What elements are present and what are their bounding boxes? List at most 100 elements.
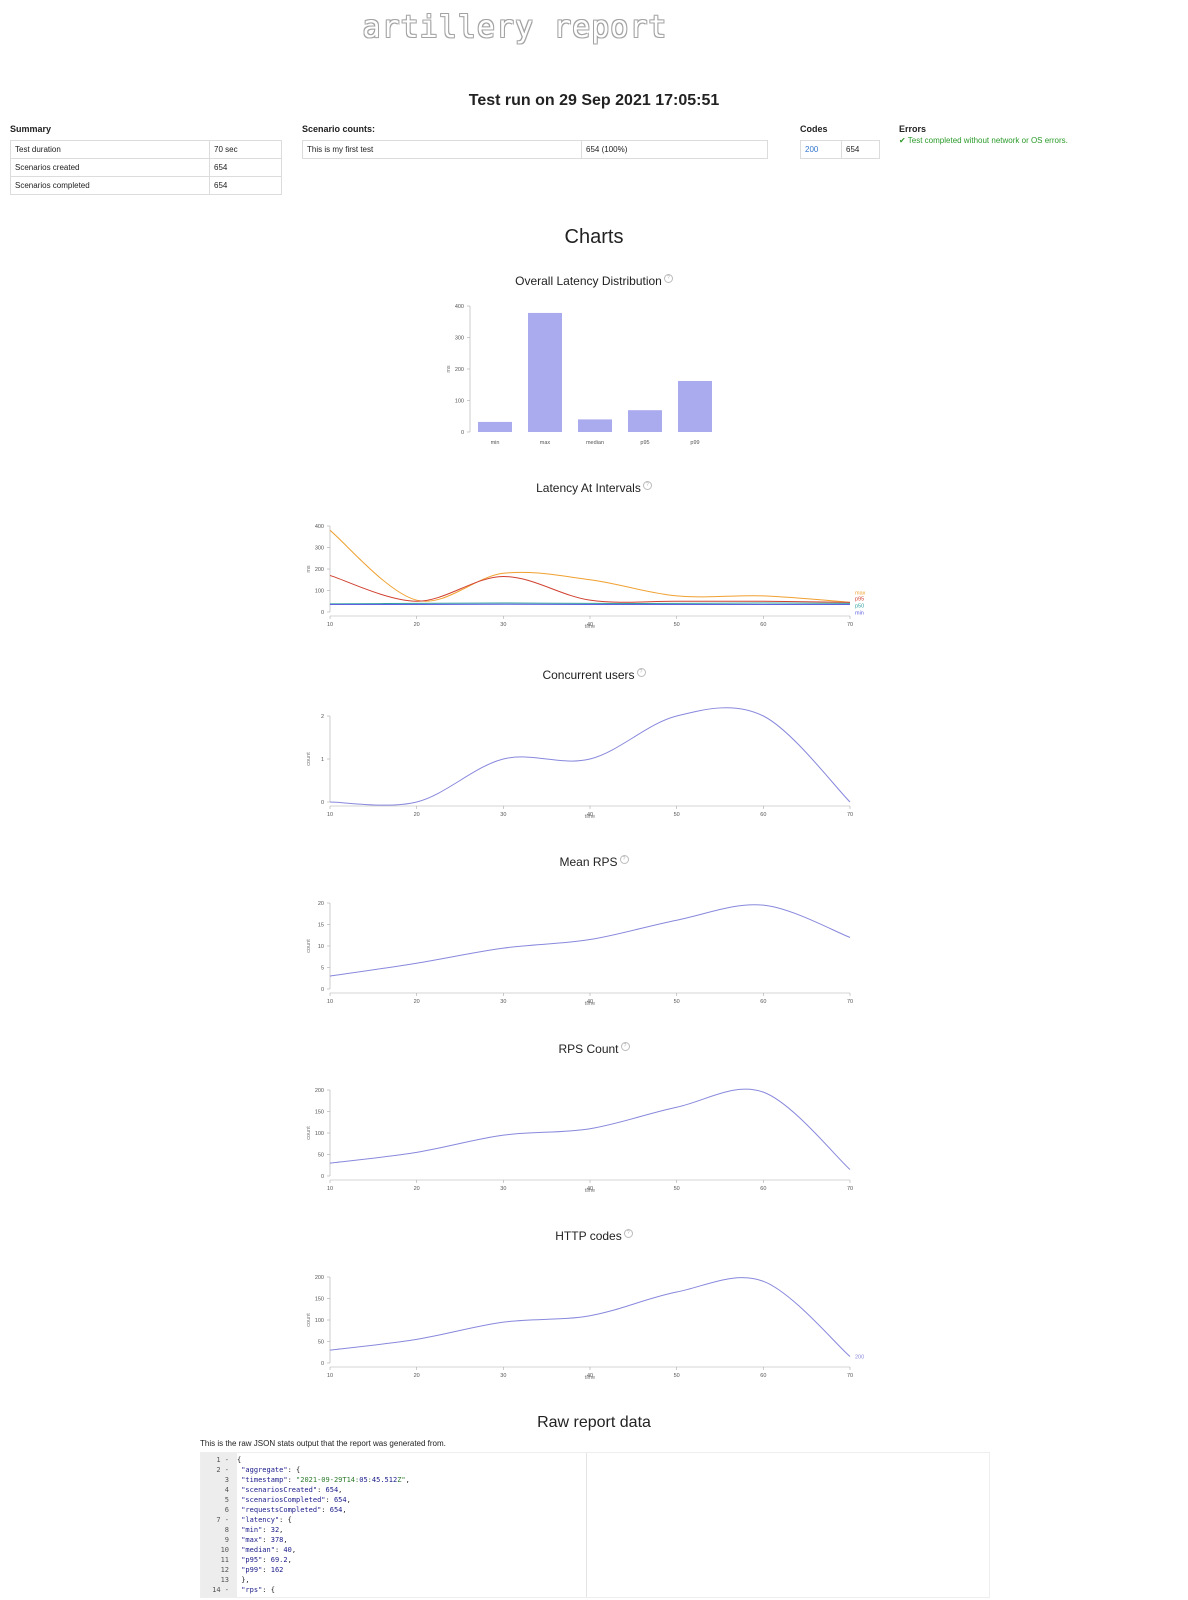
x-axis-label: time (585, 1001, 595, 1007)
line-number: 8 (224, 1526, 229, 1534)
code-line: 4 "scenariosCreated": 654, (201, 1485, 410, 1495)
x-tick-label: 20 (414, 1186, 420, 1192)
code-count: 654 (841, 140, 880, 159)
series-line (329, 904, 851, 977)
line-number: 7 - (216, 1516, 229, 1524)
summary-value: 70 sec (209, 140, 282, 159)
y-tick-label: 200 (315, 1088, 324, 1094)
codes-table: 200 654 (800, 140, 880, 159)
x-tick-label: 20 (414, 999, 420, 1005)
y-tick-label: 200 (315, 567, 324, 573)
x-axis-label: time (585, 814, 595, 820)
series-label: min (855, 610, 864, 616)
series-line (329, 602, 851, 605)
help-icon[interactable]: ? (619, 855, 629, 864)
errors-message: ✔ Test completed without network or OS e… (899, 136, 1068, 145)
y-tick-label: 400 (455, 304, 464, 310)
y-tick-label: 2 (321, 714, 324, 720)
mean-rps-chart: 0 5 10 15 20 count 10 20 30 40 50 60 70 time (306, 901, 853, 1007)
rps-count-chart: 0 50 100 150 200 count 10 20 30 40 50 60 70 time (306, 1088, 853, 1194)
line-number: 13 (220, 1576, 229, 1584)
http-codes-chart: 0 50 100 150 200 count 10 20 30 40 50 60 70 time 200 (306, 1275, 864, 1381)
editor-code[interactable]: 1 -{2 - "aggregate": {3 "timestamp": "20… (201, 1455, 410, 1595)
x-tick-label: 10 (327, 999, 333, 1005)
code-line: 14 - "rps": { (201, 1585, 410, 1595)
series-line (329, 574, 851, 603)
x-tick-label: max (540, 440, 551, 446)
code-200-link[interactable]: 200 (800, 140, 842, 159)
x-tick-label: 70 (847, 812, 853, 818)
code-line: 12 "p99": 162 (201, 1565, 410, 1575)
series-line (329, 529, 851, 603)
x-tick-label: min (491, 440, 500, 446)
help-icon[interactable]: ? (663, 274, 673, 283)
raw-data-heading: Raw report data (537, 1414, 651, 1431)
y-axis-label: count (306, 752, 312, 766)
y-tick-label: 10 (318, 944, 324, 950)
overall-latency-chart: 0 100 200 300 400 ms min max median p95 p99 (446, 304, 712, 446)
series-label: max (855, 590, 866, 596)
raw-data-subtitle: This is the raw JSON stats output that t… (200, 1439, 446, 1448)
x-tick-label: 50 (674, 1186, 680, 1192)
json-editor[interactable]: 1 -{2 - "aggregate": {3 "timestamp": "20… (200, 1452, 990, 1598)
help-icon[interactable]: ? (636, 668, 646, 677)
bar (628, 410, 662, 432)
chart-title-rps-count: RPS Count? (0, 1042, 1188, 1056)
x-tick-label: 60 (760, 999, 766, 1005)
bar (678, 380, 712, 432)
chart-title-overall: Overall Latency Distribution? (0, 274, 1188, 288)
x-tick-label: 50 (674, 622, 680, 628)
series-line (329, 1277, 851, 1357)
x-tick-label: 30 (500, 1186, 506, 1192)
y-tick-label: 1 (321, 757, 324, 763)
page-title: Test run on 29 Sep 2021 17:05:51 (468, 92, 720, 109)
line-text: }, (237, 1576, 250, 1584)
y-tick-label: 300 (455, 336, 464, 342)
x-tick-label: 20 (414, 812, 420, 818)
x-axis-label: time (585, 624, 595, 630)
latency-intervals-chart: 0 100 200 300 400 ms 10 20 30 40 50 60 70 time maxp95p… (306, 524, 866, 630)
line-text: "aggregate": { (241, 1466, 301, 1474)
line-text: "min": 32, (241, 1526, 284, 1534)
y-tick-label: 200 (315, 1275, 324, 1281)
x-tick-label: 30 (500, 812, 506, 818)
x-axis-label: time (585, 1375, 595, 1381)
y-axis-label: count (306, 939, 312, 953)
y-tick-label: 0 (321, 1174, 324, 1180)
table-row: Scenarios completed 654 (10, 176, 282, 195)
line-number: 5 (224, 1496, 229, 1504)
x-tick-label: 70 (847, 999, 853, 1005)
x-tick-label: 20 (414, 622, 420, 628)
charts-heading: Charts (564, 226, 624, 248)
line-number: 3 (224, 1476, 229, 1484)
x-tick-label: 50 (674, 812, 680, 818)
chart-title-intervals: Latency At Intervals? (0, 481, 1188, 495)
line-text: "requestsCompleted": 654, (241, 1506, 347, 1514)
x-tick-label: 10 (327, 622, 333, 628)
y-tick-label: 300 (315, 546, 324, 552)
y-tick-label: 0 (321, 1361, 324, 1367)
y-tick-label: 100 (315, 1131, 324, 1137)
series-label: p95 (855, 596, 864, 602)
x-tick-label: 50 (674, 999, 680, 1005)
line-text: "p95": 69.2, (241, 1556, 292, 1564)
y-tick-label: 150 (315, 1110, 324, 1116)
y-tick-label: 100 (315, 1318, 324, 1324)
help-icon[interactable]: ? (642, 481, 652, 490)
y-tick-label: 5 (321, 966, 324, 972)
help-icon[interactable]: ? (623, 1229, 633, 1238)
line-text: "timestamp": "2021-09-29T14:05:45.512Z", (241, 1476, 410, 1484)
chart-title-text: HTTP codes (555, 1229, 622, 1243)
x-tick-label: 40 (587, 812, 593, 818)
series-line (329, 1088, 851, 1170)
y-tick-label: 0 (321, 987, 324, 993)
line-number: 10 (220, 1546, 229, 1554)
summary-name: Scenarios completed (10, 176, 210, 195)
x-tick-label: 10 (327, 812, 333, 818)
summary-value: 654 (209, 158, 282, 177)
help-icon[interactable]: ? (620, 1042, 630, 1051)
y-tick-label: 0 (321, 800, 324, 806)
chart-title-text: Concurrent users (542, 668, 635, 682)
y-tick-label: 50 (318, 1340, 324, 1346)
y-tick-label: 0 (461, 430, 464, 436)
